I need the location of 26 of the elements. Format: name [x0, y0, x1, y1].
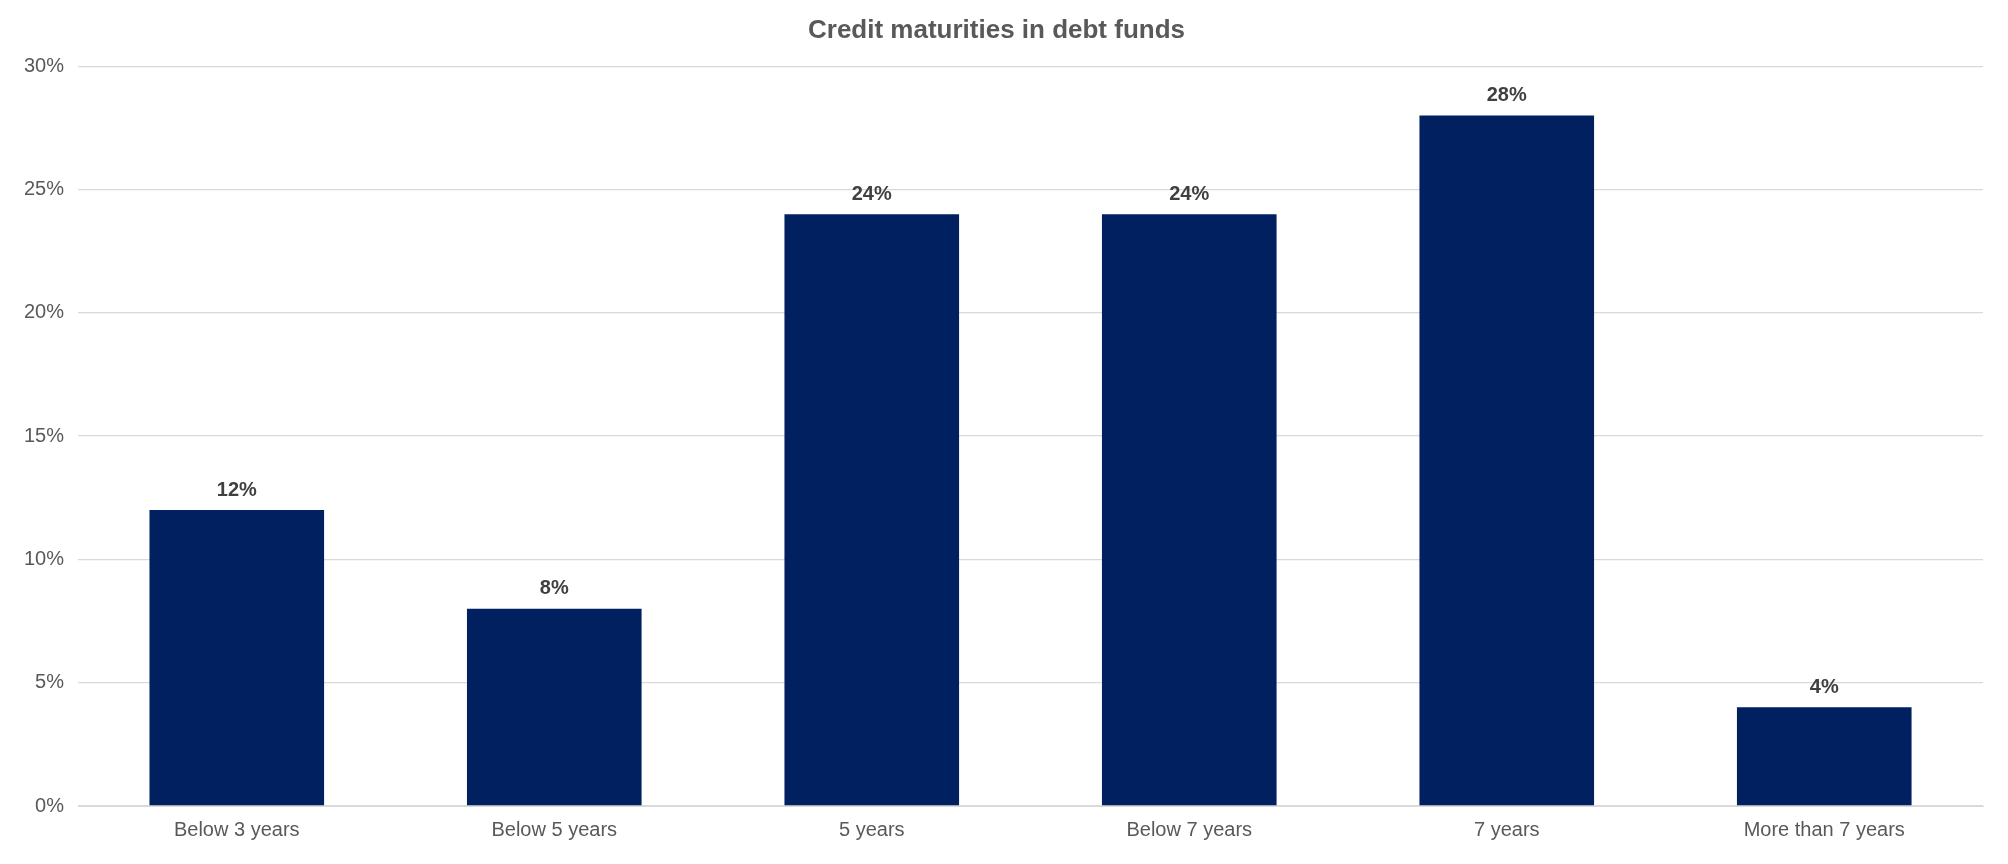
x-tick-label: 7 years [1473, 817, 1540, 840]
data-label: 28% [1486, 83, 1527, 106]
chart-title: Credit maturities in debt funds [807, 13, 1186, 44]
y-tick-label: 0% [35, 793, 65, 816]
x-tick-label: Below 3 years [173, 817, 300, 840]
y-tick-label: 20% [24, 300, 65, 323]
y-tick-label: 5% [35, 670, 65, 693]
bar [1736, 707, 1912, 806]
y-tick-label: 25% [24, 177, 65, 200]
data-label: 4% [1809, 674, 1839, 697]
bar [1419, 115, 1595, 806]
x-tick-label: More than 7 years [1743, 817, 1905, 840]
data-label: 12% [216, 477, 258, 500]
x-tick-label: Below 7 years [1126, 817, 1253, 840]
x-tick-label: 5 years [838, 817, 905, 840]
bar [1101, 214, 1277, 806]
data-label: 24% [851, 181, 892, 204]
y-tick-label: 15% [24, 423, 65, 446]
y-tick-label: 30% [24, 53, 65, 76]
bar [784, 214, 960, 806]
x-tick-label: Below 5 years [491, 817, 618, 840]
y-tick-label: 10% [24, 546, 65, 569]
data-label: 24% [1169, 181, 1210, 204]
data-label: 8% [539, 576, 569, 599]
bar [149, 510, 325, 806]
bar [466, 608, 642, 806]
